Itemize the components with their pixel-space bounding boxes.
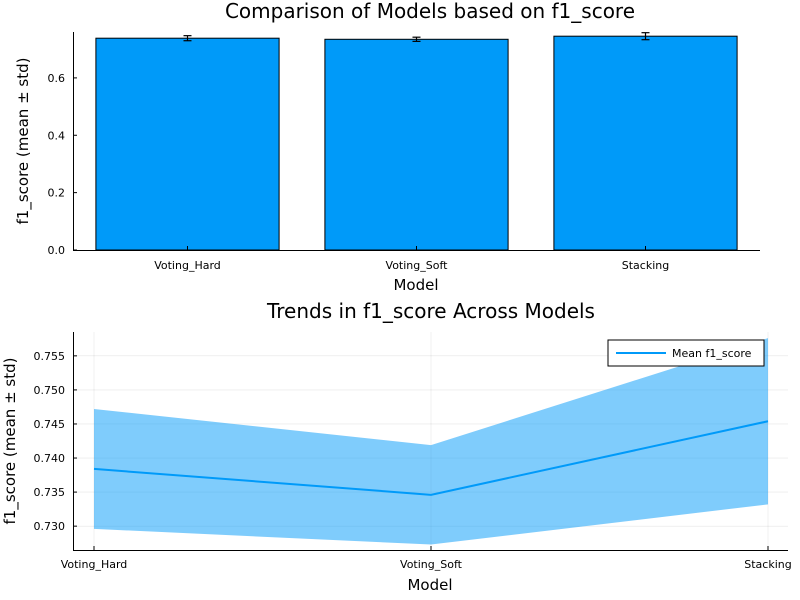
line-y-axis-label: f1_score (mean ± std): [1, 358, 20, 525]
bar-y-tick-label: 0.2: [48, 187, 66, 200]
bar-Voting_Soft: [324, 38, 509, 251]
line-chart-title: Trends in f1_score Across Models: [266, 299, 595, 323]
bar-y-ticks: 0.0 0.2 0.4 0.6: [48, 72, 77, 257]
bar-Stacking: [553, 35, 738, 251]
line-y-ticks: 0.730 0.735 0.740 0.745 0.750 0.755: [34, 350, 77, 533]
bar-chart: Comparison of Models based on f1_score 0…: [14, 0, 760, 294]
bar-y-tick-label: 0.4: [48, 129, 66, 142]
std-band: [94, 338, 768, 545]
line-y-tick-label: 0.755: [34, 350, 66, 363]
bar-Voting_Hard: [95, 37, 280, 251]
bar-y-axis-label: f1_score (mean ± std): [14, 58, 33, 225]
line-y-tick-label: 0.740: [34, 452, 66, 465]
bar-x-tick-label: Voting_Soft: [386, 259, 449, 272]
bar-y-tick-label: 0.0: [48, 244, 66, 257]
line-chart: Trends in f1_score Across Models 0.7300.…: [1, 299, 792, 594]
line-x-tick-label: Stacking: [744, 558, 791, 571]
bar-x-ticks: Voting_Hard Voting_Soft Stacking: [154, 246, 669, 272]
bar-x-tick-label: Voting_Hard: [154, 259, 221, 272]
bar-chart-title: Comparison of Models based on f1_score: [225, 0, 635, 23]
bar-x-axis-label: Model: [393, 276, 438, 294]
line-y-tick-label: 0.745: [34, 418, 66, 431]
bar-marks: [95, 32, 738, 251]
legend-label: Mean f1_score: [672, 347, 752, 360]
bar-x-tick-label: Stacking: [622, 259, 669, 272]
line-x-axis-label: Model: [407, 576, 452, 594]
bar-y-tick-label: 0.6: [48, 72, 66, 85]
line-y-tick-label: 0.750: [34, 384, 66, 397]
legend: Mean f1_score: [607, 339, 765, 367]
line-marks: [93, 338, 769, 545]
line-y-tick-label: 0.735: [34, 486, 66, 499]
line-x-tick-label: Voting_Hard: [61, 558, 128, 571]
line-x-ticks: Voting_Hard Voting_Soft Stacking: [61, 546, 792, 571]
line-x-tick-label: Voting_Soft: [400, 558, 463, 571]
line-y-tick-label: 0.730: [34, 520, 66, 533]
